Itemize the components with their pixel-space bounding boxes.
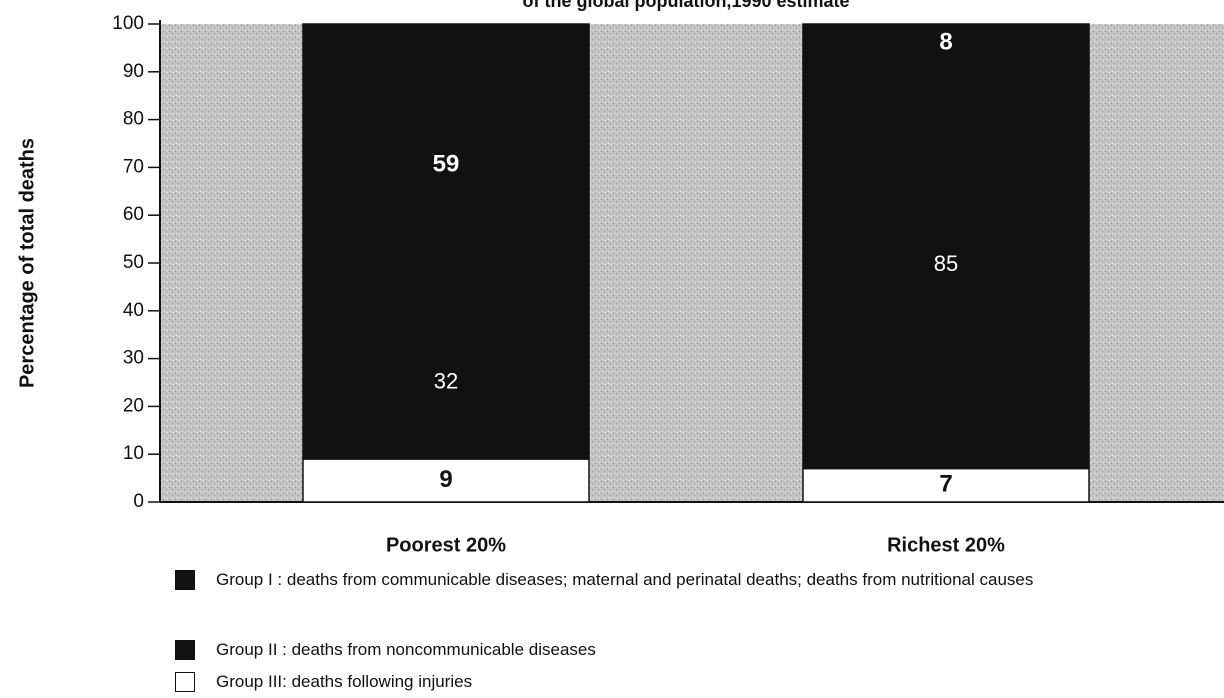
data-label: 7 (939, 471, 952, 498)
data-label: 32 (434, 368, 458, 393)
legend-item: Group I : deaths from communicable disea… (175, 570, 1106, 594)
y-tick-label: 70 (123, 156, 144, 177)
bar-segment (302, 458, 590, 503)
data-label: 8 (939, 28, 952, 55)
y-tick-label: 60 (123, 204, 144, 225)
legend-item: Group II : deaths from noncommunicable d… (175, 640, 1106, 664)
legend-swatch (175, 672, 195, 692)
y-tick-label: 30 (123, 348, 144, 369)
y-axis-label: Percentage of total deaths (16, 138, 38, 388)
bar-segment (302, 23, 590, 307)
data-label: 85 (934, 251, 958, 276)
x-tick-label: Richest 20% (887, 534, 1005, 556)
y-tick-label: 90 (123, 61, 144, 82)
data-label: 9 (439, 466, 452, 493)
legend-swatch (175, 640, 195, 660)
legend-label: Group III: deaths following injuries (216, 672, 473, 691)
y-tick-label: 40 (123, 300, 144, 321)
x-tick-label: Poorest 20% (386, 534, 506, 556)
y-tick-label: 50 (123, 252, 144, 273)
y-tick-label: 0 (133, 491, 144, 512)
y-tick-label: 100 (112, 13, 144, 34)
chart-title: of the global population,1990 estimate (522, 0, 849, 11)
legend-swatch (175, 570, 195, 590)
y-tick-label: 20 (123, 395, 144, 416)
y-tick-label: 10 (123, 443, 144, 464)
bar-segment (802, 23, 1090, 63)
bar-segment (802, 467, 1090, 503)
bar-segment (802, 61, 1090, 470)
legend-item: Group III: deaths following injuries (175, 672, 1106, 696)
y-tick-label: 80 (123, 109, 144, 130)
data-label: 59 (433, 150, 460, 177)
legend-label: Group II : deaths from noncommunicable d… (216, 640, 596, 659)
legend-label: Group I : deaths from communicable disea… (216, 570, 1034, 589)
bar-segment (302, 305, 590, 460)
